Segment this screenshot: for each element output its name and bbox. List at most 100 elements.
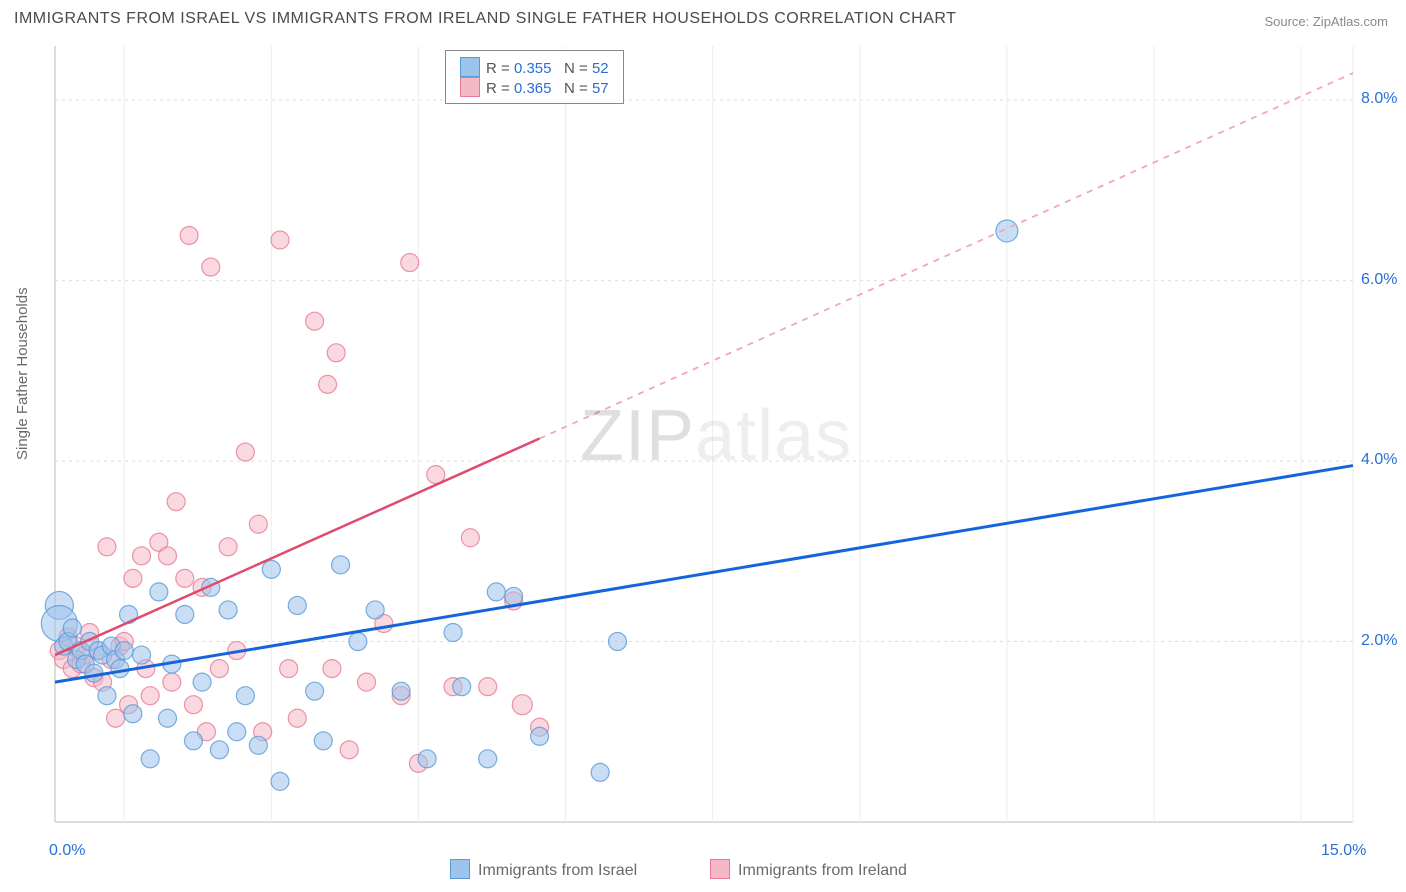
scatter-point	[210, 741, 228, 759]
legend-series-name: Immigrants from Ireland	[738, 862, 907, 879]
y-tick-label: 2.0%	[1361, 632, 1397, 650]
scatter-point	[98, 687, 116, 705]
scatter-point	[479, 678, 497, 696]
scatter-point	[262, 560, 280, 578]
legend-r-label: R =	[486, 60, 514, 77]
scatter-point	[323, 660, 341, 678]
scatter-point	[133, 646, 151, 664]
watermark-thin: atlas	[695, 396, 852, 476]
legend-swatch	[460, 57, 480, 77]
legend-series-item: Immigrants from Israel	[450, 859, 637, 880]
scatter-point	[418, 750, 436, 768]
trend-line-ireland-extrapolated	[540, 73, 1353, 438]
legend-r-label: R =	[486, 80, 514, 97]
scatter-point	[193, 673, 211, 691]
scatter-point	[158, 547, 176, 565]
legend-correlation-row: R = 0.365 N = 57	[460, 77, 609, 97]
scatter-point	[210, 660, 228, 678]
scatter-point	[358, 673, 376, 691]
scatter-point	[249, 736, 267, 754]
scatter-point	[306, 682, 324, 700]
legend-series-name: Immigrants from Israel	[478, 862, 637, 879]
legend-r-value: 0.365	[514, 80, 552, 97]
scatter-point	[996, 220, 1018, 242]
legend-swatch	[450, 859, 470, 879]
scatter-point	[401, 254, 419, 272]
scatter-point	[392, 682, 410, 700]
scatter-point	[271, 772, 289, 790]
watermark: ZIPatlas	[580, 395, 852, 477]
y-tick-label: 4.0%	[1361, 451, 1397, 469]
scatter-point	[219, 601, 237, 619]
scatter-point	[133, 547, 151, 565]
legend-n-value: 52	[592, 60, 609, 77]
scatter-point	[158, 709, 176, 727]
scatter-point	[202, 258, 220, 276]
scatter-point	[531, 727, 549, 745]
scatter-point	[453, 678, 471, 696]
scatter-point	[479, 750, 497, 768]
legend-n-label: N =	[564, 80, 592, 97]
scatter-point	[228, 723, 246, 741]
scatter-point	[332, 556, 350, 574]
scatter-point	[115, 642, 133, 660]
y-axis-label: Single Father Households	[14, 287, 31, 460]
scatter-point	[124, 705, 142, 723]
scatter-point	[288, 709, 306, 727]
y-tick-label: 6.0%	[1361, 271, 1397, 289]
watermark-bold: ZIP	[580, 396, 695, 476]
scatter-point	[340, 741, 358, 759]
scatter-point	[327, 344, 345, 362]
source-label: Source:	[1264, 14, 1312, 29]
chart-title: IMMIGRANTS FROM ISRAEL VS IMMIGRANTS FRO…	[14, 10, 956, 28]
scatter-point	[249, 515, 267, 533]
scatter-point	[280, 660, 298, 678]
scatter-point	[120, 605, 138, 623]
source-attribution: Source: ZipAtlas.com	[1264, 14, 1388, 29]
scatter-point	[98, 538, 116, 556]
scatter-point	[306, 312, 324, 330]
scatter-point	[180, 226, 198, 244]
x-tick-max: 15.0%	[1321, 842, 1366, 860]
scatter-point	[505, 587, 523, 605]
scatter-point	[219, 538, 237, 556]
scatter-point	[271, 231, 289, 249]
legend-series-item: Immigrants from Ireland	[710, 859, 907, 880]
scatter-point	[366, 601, 384, 619]
scatter-point	[163, 673, 181, 691]
legend-swatch	[710, 859, 730, 879]
scatter-point	[124, 569, 142, 587]
scatter-point	[167, 493, 185, 511]
scatter-point	[319, 375, 337, 393]
scatter-point	[176, 569, 194, 587]
scatter-point	[150, 583, 168, 601]
legend-swatch	[460, 77, 480, 97]
y-tick-label: 8.0%	[1361, 90, 1397, 108]
scatter-point	[63, 619, 81, 637]
legend-n-value: 57	[592, 80, 609, 97]
legend-correlation-row: R = 0.355 N = 52	[460, 57, 609, 77]
source-name: ZipAtlas.com	[1313, 14, 1388, 29]
scatter-point	[314, 732, 332, 750]
trend-line-israel	[55, 466, 1353, 683]
scatter-point	[141, 687, 159, 705]
scatter-point	[236, 687, 254, 705]
trend-line-ireland	[55, 439, 540, 656]
scatter-point	[487, 583, 505, 601]
scatter-point	[608, 633, 626, 651]
scatter-point	[141, 750, 159, 768]
scatter-point	[461, 529, 479, 547]
scatter-point	[184, 696, 202, 714]
scatter-point	[288, 596, 306, 614]
scatter-point	[512, 695, 532, 715]
legend-r-value: 0.355	[514, 60, 552, 77]
scatter-point	[111, 660, 129, 678]
x-tick-min: 0.0%	[49, 842, 85, 860]
scatter-point	[184, 732, 202, 750]
legend-correlation-box: R = 0.355 N = 52R = 0.365 N = 57	[445, 50, 624, 104]
scatter-point	[176, 605, 194, 623]
scatter-point	[591, 763, 609, 781]
scatter-point	[444, 624, 462, 642]
scatter-point	[236, 443, 254, 461]
scatter-point	[107, 709, 125, 727]
